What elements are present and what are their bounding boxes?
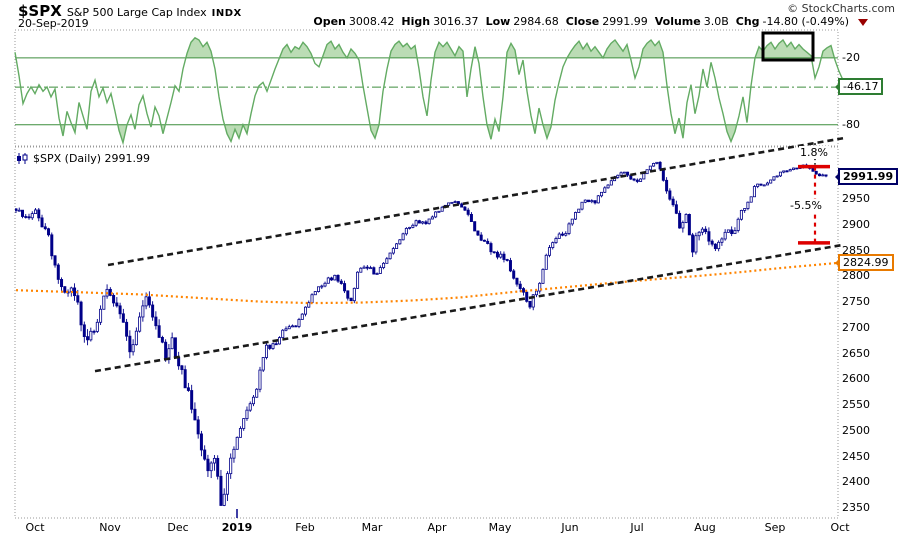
- chart-date: 20-Sep-2019: [18, 17, 89, 30]
- main-panel-border: [14, 146, 839, 519]
- quote-value-high: 3016.37: [433, 15, 479, 28]
- quote-value-volume: 3.0B: [703, 15, 729, 28]
- main-chart-title-text: $SPX (Daily) 2991.99: [33, 152, 151, 165]
- symbol-exchange: INDX: [211, 8, 242, 19]
- quote-value-open: 3008.42: [348, 15, 395, 28]
- lower-trendline: [94, 243, 844, 373]
- symbol: $SPX: [18, 2, 62, 20]
- quote-label-high: High: [401, 15, 431, 28]
- upper-trendline: [107, 136, 844, 267]
- candlestick-icon: [17, 153, 28, 164]
- main-chart-title: $SPX (Daily) 2991.99: [16, 152, 150, 165]
- quote-value-close: 2991.99: [602, 15, 648, 28]
- quote-value-change: -14.80 (-0.49%): [762, 15, 849, 28]
- quote-summary: Open 3008.42 High 3016.37 Low 2984.68 Close 299…: [313, 15, 868, 28]
- symbol-name: S&P 500 Large Cap Index: [66, 6, 207, 19]
- oscillator-highlight-box: [761, 31, 815, 62]
- quote-label-change: Chg: [735, 15, 760, 28]
- copyright: © StockCharts.com: [787, 2, 895, 15]
- oscillator-oversold-fill: [15, 124, 838, 143]
- oscillator-overbought-fill: [15, 37, 838, 58]
- quote-label-close: Close: [565, 15, 600, 28]
- oscillator-panel-border: [14, 29, 839, 147]
- quote-label-open: Open: [313, 15, 346, 28]
- symbol-header: $SPX S&P 500 Large Cap Index INDX: [18, 2, 242, 20]
- quote-value-low: 2984.68: [513, 15, 559, 28]
- quote-label-low: Low: [485, 15, 511, 28]
- oscillator-line: [14, 36, 849, 146]
- candles-group: [15, 161, 828, 507]
- quote-label-volume: Volume: [654, 15, 701, 28]
- ma200-line: [15, 261, 839, 305]
- change-down-triangle-icon: [858, 18, 868, 26]
